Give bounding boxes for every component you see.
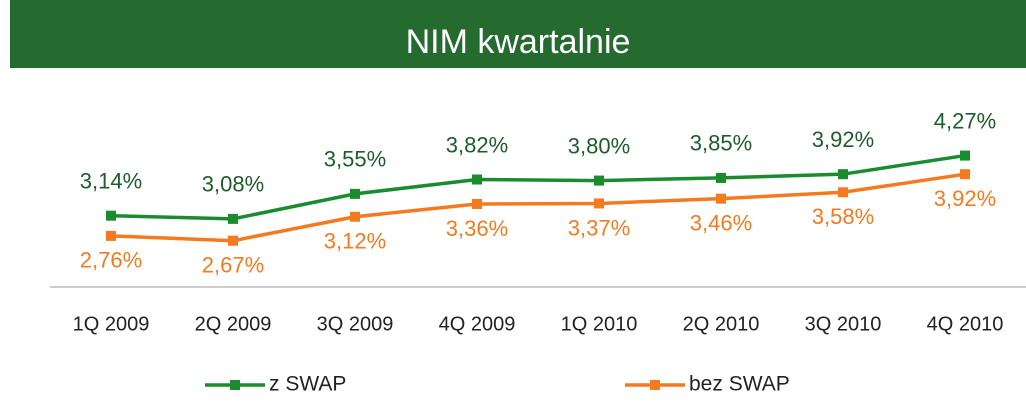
- marker: [228, 213, 238, 224]
- data-label: 3,12%: [324, 229, 386, 254]
- marker: [228, 235, 238, 246]
- marker: [960, 150, 970, 161]
- x-tick-label: 3Q 2010: [805, 313, 882, 335]
- marker: [106, 230, 116, 241]
- marker: [350, 188, 360, 199]
- data-label: 3,55%: [324, 147, 386, 172]
- data-label: 2,67%: [202, 253, 264, 278]
- marker: [472, 198, 482, 209]
- data-label: 3,46%: [690, 210, 752, 235]
- marker: [350, 211, 360, 222]
- marker: [106, 210, 116, 221]
- legend-label: bez SWAP: [689, 373, 790, 396]
- chart-title: NIM kwartalnie: [406, 23, 631, 61]
- legend-marker: [650, 380, 660, 390]
- data-label: 3,37%: [568, 215, 630, 240]
- x-tick-label: 1Q 2010: [561, 313, 638, 335]
- x-tick-label: 4Q 2010: [927, 313, 1004, 335]
- series-line: [110, 153, 966, 221]
- legend-marker: [230, 380, 240, 390]
- marker: [716, 193, 726, 204]
- data-label: 3,92%: [812, 127, 874, 152]
- data-label: 2,76%: [80, 248, 142, 273]
- data-label: 3,14%: [80, 169, 142, 194]
- series-line: [110, 172, 966, 243]
- marker: [594, 198, 604, 209]
- data-label: 3,80%: [568, 133, 630, 158]
- data-label: 3,85%: [690, 131, 752, 156]
- data-label: 4,27%: [934, 108, 996, 133]
- marker: [716, 172, 726, 183]
- data-label: 3,36%: [446, 216, 508, 241]
- marker: [960, 169, 970, 180]
- data-label: 3,58%: [812, 204, 874, 229]
- x-tick-label: 3Q 2009: [317, 313, 394, 335]
- marker: [472, 174, 482, 185]
- x-tick-label: 2Q 2010: [683, 313, 760, 335]
- marker: [838, 169, 848, 180]
- title-bar: [10, 0, 1026, 68]
- x-tick-label: 4Q 2009: [439, 313, 516, 335]
- legend-label: z SWAP: [269, 373, 346, 396]
- marker: [594, 175, 604, 186]
- x-tick-label: 1Q 2009: [73, 313, 150, 335]
- data-label: 3,08%: [202, 172, 264, 197]
- marker: [838, 187, 848, 198]
- data-label: 3,92%: [934, 186, 996, 211]
- data-label: 3,82%: [446, 132, 508, 157]
- x-tick-label: 2Q 2009: [195, 313, 272, 335]
